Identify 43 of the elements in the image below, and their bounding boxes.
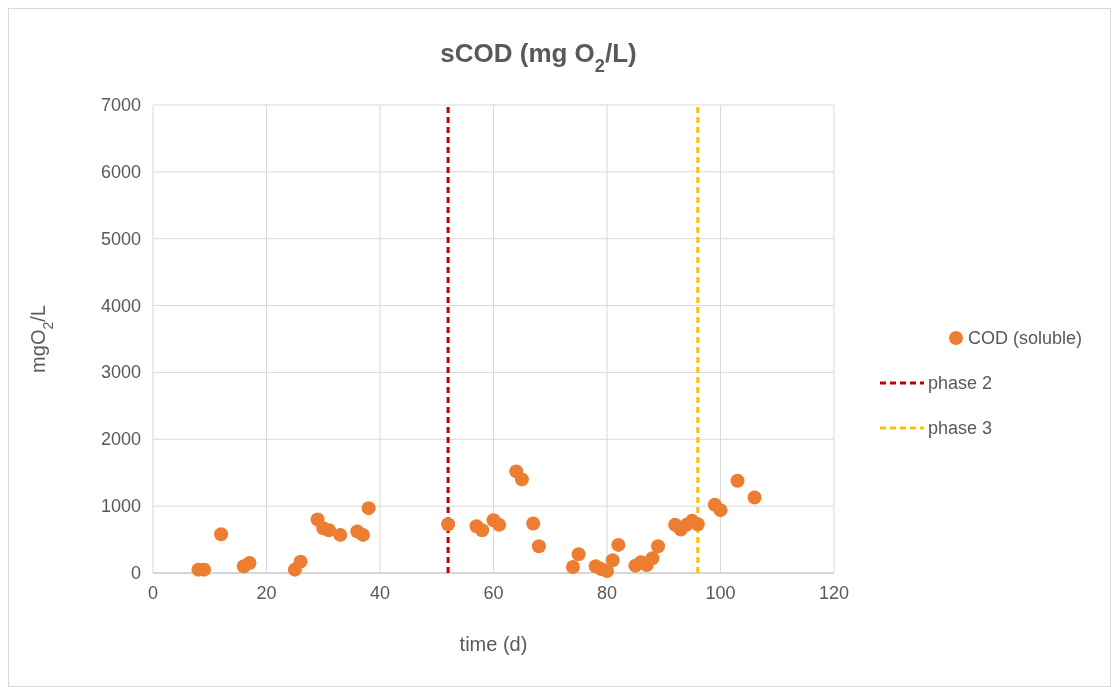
- legend-label: phase 2: [928, 373, 993, 393]
- legend-label: phase 3: [928, 418, 993, 438]
- point: [441, 517, 456, 532]
- point: [713, 503, 728, 518]
- point: [690, 517, 705, 532]
- point: [747, 490, 762, 505]
- point: [571, 547, 586, 562]
- point: [531, 539, 546, 554]
- point: [475, 523, 490, 538]
- point: [214, 527, 229, 542]
- x-axis-title: time (d): [459, 633, 528, 655]
- point: [611, 537, 626, 552]
- point: [605, 553, 620, 568]
- chart-title: sCOD (mg O$_{2}$/L): [440, 38, 637, 76]
- x-tick-label: 40: [369, 583, 391, 603]
- point: [361, 501, 376, 516]
- point: [645, 551, 660, 566]
- x-tick-label: 20: [256, 583, 277, 603]
- point: [651, 539, 666, 554]
- point: [730, 473, 745, 488]
- x-tick-label: 120: [818, 583, 850, 603]
- y-tick-label: 2000: [100, 429, 141, 450]
- point: [355, 527, 370, 542]
- y-tick-label: 5000: [100, 228, 141, 249]
- y-tick-label: 0: [130, 563, 141, 583]
- point: [526, 516, 541, 531]
- x-tick-label: 80: [596, 583, 618, 603]
- point: [492, 517, 507, 532]
- point: [242, 555, 257, 570]
- y-tick-label: 4000: [100, 295, 141, 316]
- x-tick-label: 60: [483, 583, 504, 603]
- y-tick-label: 6000: [100, 161, 141, 182]
- point: [514, 472, 529, 487]
- y-tick-label: 3000: [100, 362, 141, 383]
- point: [600, 563, 614, 578]
- x-tick-label: 0: [147, 583, 159, 603]
- x-tick-label: 100: [705, 583, 736, 603]
- point: [565, 559, 580, 574]
- y-tick-label: 1000: [100, 496, 141, 517]
- legend-label: COD (soluble): [968, 328, 1083, 348]
- point: [293, 554, 308, 569]
- point: [333, 527, 348, 542]
- y-tick-label: 7000: [100, 95, 141, 115]
